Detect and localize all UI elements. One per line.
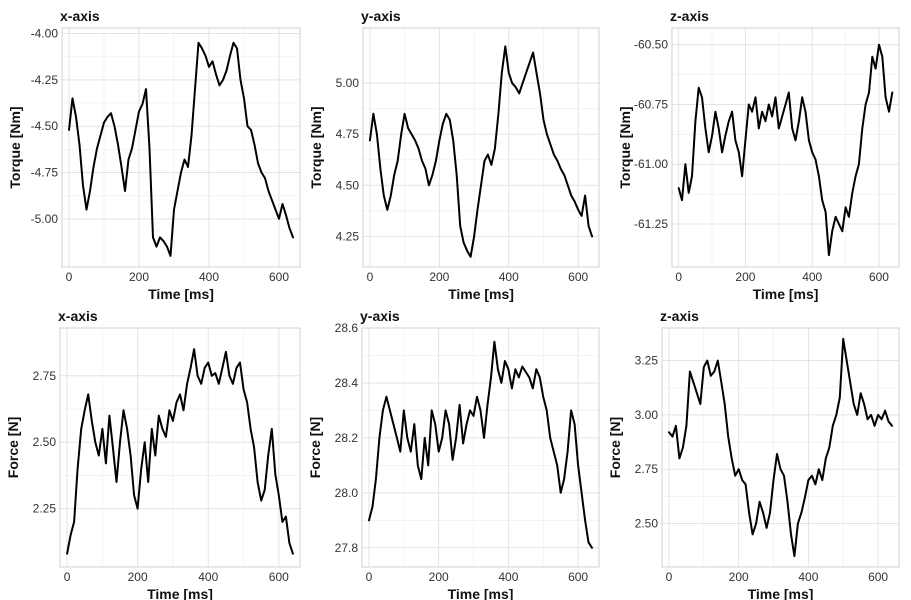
x-tick-label: 0 [666, 570, 673, 584]
y-tick-label: 4.75 [336, 127, 360, 141]
chart-panel-3: 0 200 400 600 -60.50 -60.75 -61.00 -61.25 z-axis… [617, 8, 900, 302]
plot-area-border [361, 327, 600, 568]
y-tick-label: 2.75 [635, 462, 659, 476]
y-tick-label: -61.25 [634, 217, 668, 231]
x-tick-label: 400 [802, 270, 822, 284]
x-tick-label: 600 [869, 270, 889, 284]
y-tick-label: 28.4 [335, 376, 359, 390]
y-tick-label: 2.50 [635, 517, 659, 531]
x-tick-label: 400 [499, 270, 519, 284]
x-tick-label: 400 [198, 570, 218, 584]
y-axis-title: Torque [Nm] [7, 106, 23, 188]
y-axis-title: Force [N] [5, 417, 21, 478]
panel-title: z-axis [660, 308, 699, 324]
x-tick-label: 0 [367, 270, 374, 284]
x-tick-label: 600 [568, 270, 588, 284]
x-tick-label: 400 [798, 570, 818, 584]
x-tick-label: 0 [64, 570, 71, 584]
y-tick-label: -4.50 [31, 119, 59, 133]
y-tick-label: -5.00 [31, 212, 59, 226]
plot-area-border [671, 27, 900, 268]
series-line [677, 43, 894, 257]
panel-title: x-axis [60, 8, 100, 24]
plot-area-border [61, 27, 301, 268]
y-tick-label: -60.75 [634, 97, 668, 111]
plot-area-border [362, 27, 600, 268]
y-tick-label: -60.50 [634, 38, 668, 52]
y-tick-label: 4.50 [336, 178, 360, 192]
series-line [368, 45, 594, 258]
y-tick-label: -4.00 [31, 27, 59, 41]
x-tick-label: 600 [868, 570, 888, 584]
x-axis-title: Time [ms] [147, 586, 213, 600]
y-tick-label: 3.00 [635, 408, 659, 422]
y-tick-label: 28.6 [335, 321, 359, 335]
x-tick-label: 0 [675, 270, 682, 284]
y-tick-label: 4.25 [336, 229, 360, 243]
chart-panel-2: 0 200 400 600 4.25 4.50 4.75 5.00 y-axis Time [ms… [308, 8, 600, 302]
y-tick-label: 2.50 [33, 435, 57, 449]
plot-area-border [661, 327, 900, 568]
series-line [668, 337, 893, 558]
chart-panel-1: 0 200 400 600 -4.00 -4.25 -4.50 -4.75 -5.00 x-axi… [7, 8, 301, 302]
series-line [368, 340, 593, 549]
y-axis-title: Force [N] [307, 417, 323, 478]
x-tick-label: 0 [66, 270, 73, 284]
panel-title: x-axis [58, 308, 98, 324]
x-tick-label: 400 [498, 570, 518, 584]
y-axis-title: Torque [Nm] [308, 106, 324, 188]
y-tick-label: 2.75 [33, 369, 57, 383]
series-line [66, 348, 294, 555]
x-tick-label: 0 [366, 570, 373, 584]
x-axis-title: Time [ms] [748, 586, 814, 600]
panel-title: z-axis [670, 8, 709, 24]
panel-title: y-axis [360, 308, 400, 324]
chart-panel-4: 0 200 400 600 2.25 2.50 2.75 x-axis Time [ms] For… [5, 308, 301, 600]
x-tick-label: 600 [568, 570, 588, 584]
y-tick-label: 28.2 [335, 431, 359, 445]
x-tick-label: 200 [429, 270, 449, 284]
y-tick-label: 28.0 [335, 486, 359, 500]
x-tick-label: 200 [128, 570, 148, 584]
x-tick-label: 200 [429, 570, 449, 584]
panel-title: y-axis [361, 8, 401, 24]
y-axis-title: Torque [Nm] [617, 106, 633, 188]
plot-area-border [59, 327, 301, 568]
x-axis-title: Time [ms] [148, 286, 214, 302]
y-tick-label: 2.25 [33, 502, 57, 516]
chart-panel-6: 0 200 400 600 2.50 2.75 3.00 3.25 z-axis Time [ms… [607, 308, 900, 600]
x-axis-title: Time [ms] [448, 286, 514, 302]
x-tick-label: 600 [269, 270, 289, 284]
x-axis-title: Time [ms] [448, 586, 514, 600]
series-line [68, 41, 294, 257]
y-tick-label: -4.25 [31, 73, 59, 87]
x-tick-label: 200 [735, 270, 755, 284]
chart-panel-5: 0 200 400 600 27.8 28.0 28.2 28.4 28.6y-axis Time… [307, 308, 600, 600]
x-tick-label: 400 [199, 270, 219, 284]
y-tick-label: -61.00 [634, 157, 668, 171]
x-tick-label: 600 [269, 570, 289, 584]
x-tick-label: 200 [129, 270, 149, 284]
y-axis-title: Force [N] [607, 417, 623, 478]
y-tick-label: 27.8 [335, 541, 359, 555]
y-tick-label: 3.25 [635, 354, 659, 368]
x-axis-title: Time [ms] [753, 286, 819, 302]
y-tick-label: -4.75 [31, 166, 59, 180]
x-tick-label: 200 [729, 570, 749, 584]
y-tick-label: 5.00 [336, 76, 360, 90]
